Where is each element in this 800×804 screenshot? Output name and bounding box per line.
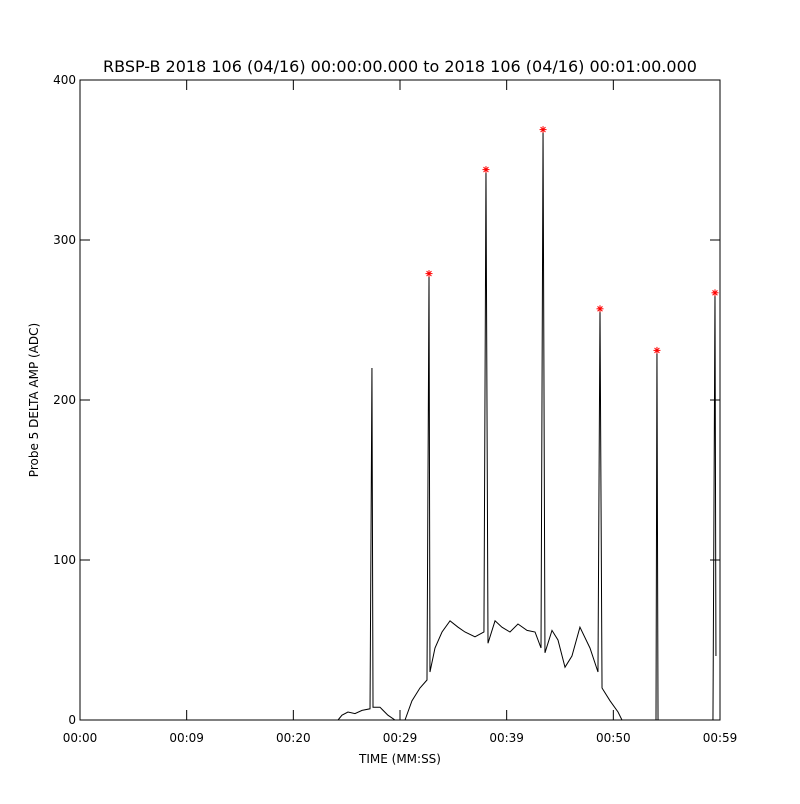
marker-stroke <box>597 305 603 312</box>
peak-marker <box>425 270 433 278</box>
x-tick-label: 00:59 <box>703 731 738 745</box>
peak-marker <box>653 346 661 354</box>
x-tick-label: 00:39 <box>489 731 524 745</box>
marker-stroke <box>654 347 660 354</box>
x-tick-label: 00:20 <box>276 731 311 745</box>
x-tick-label: 00:09 <box>169 731 204 745</box>
y-tick-label: 200 <box>53 393 76 407</box>
y-tick-label: 400 <box>53 73 76 87</box>
data-line <box>337 129 717 721</box>
x-tick-label: 00:50 <box>596 731 631 745</box>
peak-marker <box>711 289 719 297</box>
marker-stroke <box>712 289 718 296</box>
marker-stroke <box>426 270 432 277</box>
peak-marker <box>482 166 490 174</box>
x-axis-label: TIME (MM:SS) <box>358 752 441 766</box>
marker-stroke <box>483 166 489 173</box>
y-tick-label: 300 <box>53 233 76 247</box>
chart-title: RBSP-B 2018 106 (04/16) 00:00:00.000 to … <box>103 57 697 76</box>
y-tick-label: 100 <box>53 553 76 567</box>
plot-frame <box>79 79 721 721</box>
peak-marker <box>539 126 547 134</box>
y-tick-label: 0 <box>68 713 76 727</box>
x-tick-label: 00:29 <box>383 731 418 745</box>
marker-stroke <box>540 126 546 133</box>
peak-marker <box>596 305 604 313</box>
x-tick-label: 00:00 <box>63 731 98 745</box>
y-axis-label: Probe 5 DELTA AMP (ADC) <box>27 323 41 477</box>
